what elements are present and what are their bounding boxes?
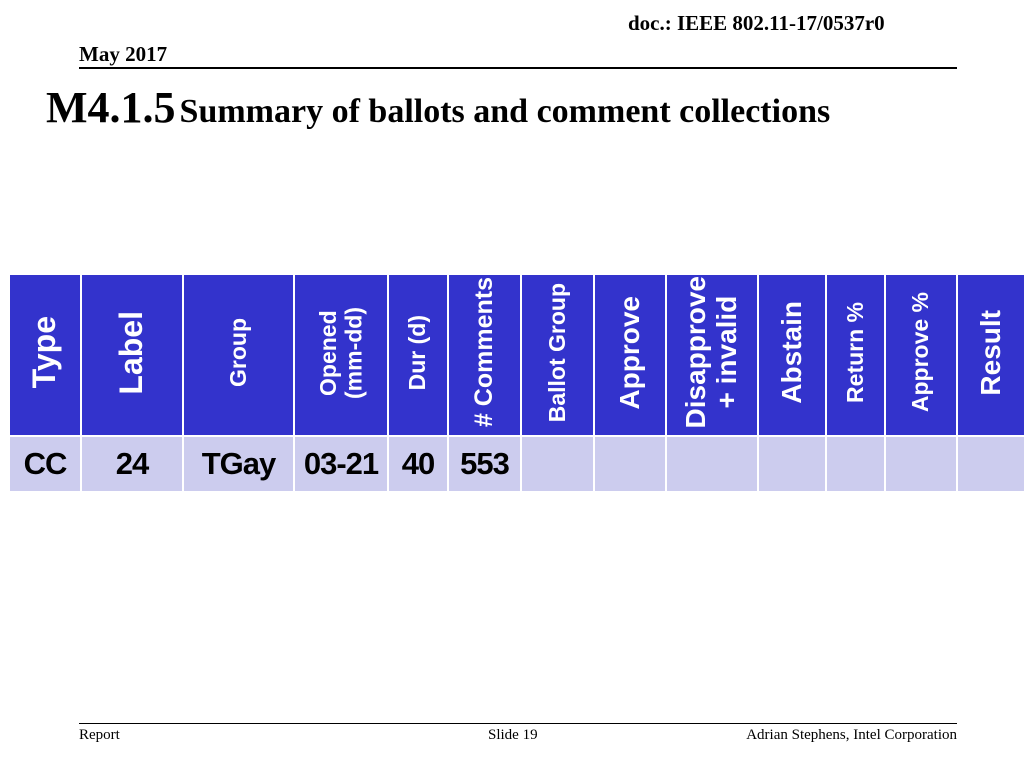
column-header-group: Group [182,273,295,437]
table-header-row: Type Label Group Opened (mm-dd) Dur (d) #… [8,273,1024,437]
cell-disapprove [665,435,759,493]
column-header-result: Result [956,273,1024,437]
cell-abstain [757,435,827,493]
header-rule [79,67,957,69]
column-header-duration: Dur (d) [387,273,449,437]
slide-title: M4.1.5 Summary of ballots and comment co… [46,82,830,133]
column-header-approve-pct: Approve % [884,273,958,437]
ballot-summary-table: Type Label Group Opened (mm-dd) Dur (d) #… [8,273,1024,493]
cell-return-pct [825,435,886,493]
cell-label: 24 [80,435,184,493]
slide-number: Slide 19 [488,727,538,743]
footer-rule [79,723,957,724]
column-header-abstain: Abstain [757,273,827,437]
cell-group: TGay [182,435,295,493]
slide-title-number: M4.1.5 [46,83,176,132]
column-header-return-pct: Return % [825,273,886,437]
column-header-approve: Approve [593,273,667,437]
column-header-opened: Opened (mm-dd) [293,273,389,437]
table-row: CC 24 TGay 03-21 40 553 [8,435,1024,493]
cell-comments: 553 [447,435,522,493]
cell-opened: 03-21 [293,435,389,493]
cell-approve [593,435,667,493]
column-header-disapprove: Disapprove + invalid [665,273,759,437]
column-header-type: Type [8,273,82,437]
column-header-ballot-group: Ballot Group [520,273,595,437]
document-date: May 2017 [79,42,168,66]
cell-duration: 40 [387,435,449,493]
slide-title-text: Summary of ballots and comment collectio… [179,93,831,130]
footer-author: Adrian Stephens, Intel Corporation [746,727,957,743]
footer-left: Report [79,727,120,743]
document-id: doc.: IEEE 802.11-17/0537r0 [628,11,885,35]
cell-type: CC [8,435,82,493]
column-header-label: Label [80,273,184,437]
cell-ballot-group [520,435,595,493]
cell-result [956,435,1024,493]
column-header-comments: # Comments [447,273,522,437]
cell-approve-pct [884,435,958,493]
